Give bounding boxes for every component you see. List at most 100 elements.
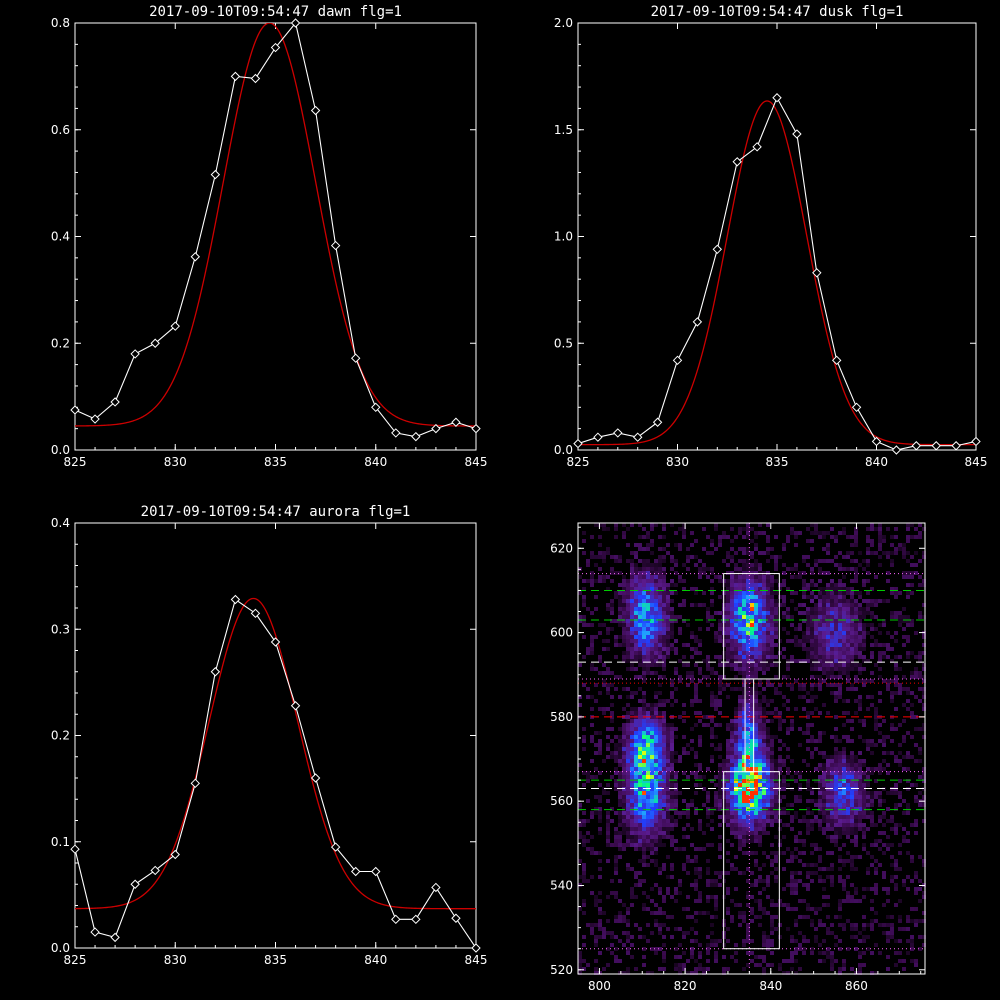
heatmap-cell — [766, 747, 770, 751]
heatmap-cell — [770, 603, 774, 607]
heatmap-cell — [682, 603, 686, 607]
heatmap-cell — [882, 923, 886, 927]
heatmap-cell — [650, 911, 654, 915]
heatmap-cell — [734, 623, 738, 627]
heatmap-cell — [922, 735, 926, 739]
heatmap-cell — [834, 943, 838, 947]
heatmap-cell — [710, 731, 714, 735]
heatmap-cell — [898, 743, 902, 747]
heatmap-cell — [658, 887, 662, 891]
heatmap-cell — [742, 619, 746, 623]
heatmap-cell — [710, 571, 714, 575]
heatmap-cell — [846, 763, 850, 767]
heatmap-cell — [822, 635, 826, 639]
heatmap-cell — [746, 583, 750, 587]
heatmap-cell — [590, 663, 594, 667]
heatmap-cell — [686, 895, 690, 899]
heatmap-cell — [698, 819, 702, 823]
heatmap-cell — [754, 611, 758, 615]
heatmap-cell — [890, 927, 894, 931]
heatmap-cell — [650, 811, 654, 815]
heatmap-cell — [734, 639, 738, 643]
heatmap-cell — [798, 643, 802, 647]
heatmap-cell — [734, 615, 738, 619]
heatmap-cell — [746, 923, 750, 927]
heatmap-cell — [814, 527, 818, 531]
heatmap-cell — [650, 887, 654, 891]
heatmap-cell — [838, 567, 842, 571]
heatmap-cell — [658, 647, 662, 651]
heatmap-cell — [606, 735, 610, 739]
heatmap-cell — [810, 619, 814, 623]
heatmap-cell — [806, 587, 810, 591]
heatmap-cell — [738, 611, 742, 615]
heatmap-cell — [618, 811, 622, 815]
heatmap-cell — [614, 591, 618, 595]
heatmap-cell — [862, 887, 866, 891]
heatmap-cell — [754, 955, 758, 959]
heatmap-cell — [806, 563, 810, 567]
heatmap-cell — [906, 839, 910, 843]
heatmap-cell — [910, 575, 914, 579]
heatmap-cell — [750, 783, 754, 787]
heatmap-cell — [758, 815, 762, 819]
heatmap-cell — [778, 819, 782, 823]
heatmap-cell — [726, 591, 730, 595]
heatmap-cell — [758, 831, 762, 835]
heatmap-cell — [726, 779, 730, 783]
plot-frame — [74, 22, 477, 451]
heatmap-cell — [686, 815, 690, 819]
heatmap-cell — [738, 739, 742, 743]
heatmap-cell — [746, 631, 750, 635]
heatmap-cell — [762, 939, 766, 943]
heatmap-cell — [818, 635, 822, 639]
heatmap-cell — [610, 719, 614, 723]
heatmap-cell — [818, 599, 822, 603]
heatmap-cell — [826, 807, 830, 811]
heatmap-cell — [826, 627, 830, 631]
heatmap-cell — [598, 707, 602, 711]
heatmap-cell — [578, 803, 582, 807]
heatmap-cell — [902, 687, 906, 691]
heatmap-cell — [758, 879, 762, 883]
heatmap-cell — [854, 531, 858, 535]
heatmap-cell — [818, 763, 822, 767]
heatmap-cell — [738, 803, 742, 807]
heatmap-cell — [766, 663, 770, 667]
heatmap-cell — [770, 659, 774, 663]
heatmap-cell — [614, 783, 618, 787]
heatmap-cell — [606, 791, 610, 795]
heatmap-cell — [826, 799, 830, 803]
heatmap-cell — [754, 807, 758, 811]
heatmap-cell — [646, 771, 650, 775]
heatmap-cell — [746, 867, 750, 871]
heatmap-cell — [754, 779, 758, 783]
heatmap-cell — [582, 735, 586, 739]
heatmap-cell — [650, 643, 654, 647]
heatmap-cell — [638, 587, 642, 591]
heatmap-cell — [682, 523, 686, 527]
heatmap-cell — [854, 843, 858, 847]
heatmap-cell — [754, 599, 758, 603]
heatmap-cell — [634, 627, 638, 631]
heatmap-cell — [806, 647, 810, 651]
heatmap-cell — [750, 835, 754, 839]
heatmap-cell — [654, 843, 658, 847]
heatmap-cell — [726, 647, 730, 651]
heatmap-cell — [838, 847, 842, 851]
heatmap-cell — [818, 867, 822, 871]
heatmap-cell — [630, 751, 634, 755]
heatmap-cell — [654, 839, 658, 843]
heatmap-cell — [854, 607, 858, 611]
heatmap-cell — [718, 683, 722, 687]
fit-curve — [578, 100, 976, 446]
data-point — [330, 842, 341, 852]
heatmap-cell — [734, 687, 738, 691]
heatmap-cell — [734, 903, 738, 907]
heatmap-cell — [746, 803, 750, 807]
heatmap-cell — [730, 539, 734, 543]
heatmap-cell — [698, 899, 702, 903]
heatmap-cell — [694, 931, 698, 935]
heatmap-cell — [826, 851, 830, 855]
heatmap-cell — [642, 599, 646, 603]
